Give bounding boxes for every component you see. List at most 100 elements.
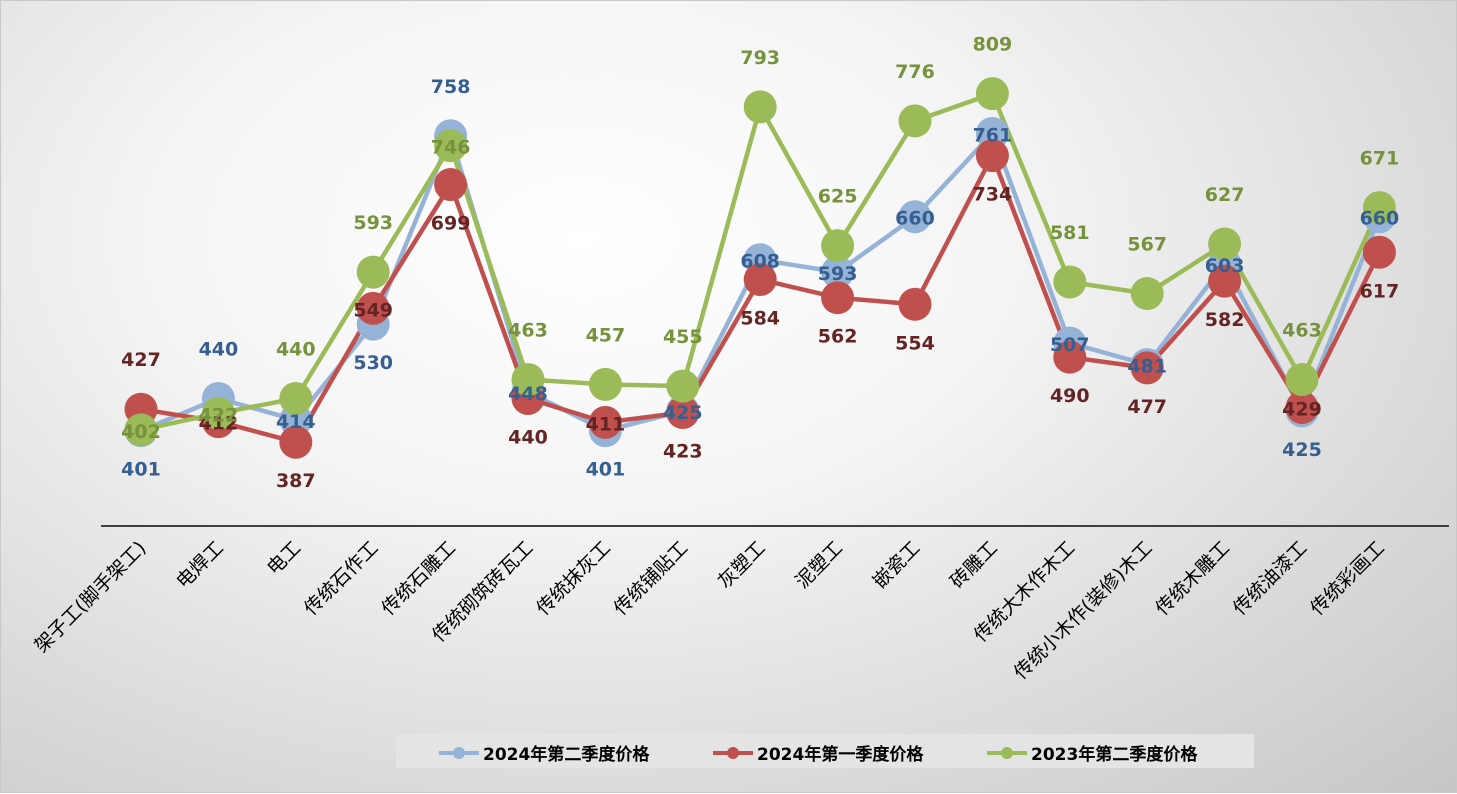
- data-point-s0-9: [821, 255, 855, 289]
- data-point-s2-8: [743, 90, 777, 124]
- data-label-s0-15: 425: [1282, 439, 1322, 461]
- data-point-s2-5: [511, 362, 545, 396]
- data-label-s0-13: 481: [1127, 356, 1167, 378]
- data-point-s1-11: [975, 139, 1009, 173]
- data-label-s2-11: 809: [973, 34, 1013, 56]
- data-label-s0-8: 608: [740, 251, 780, 273]
- data-label-s2-7: 455: [663, 326, 703, 348]
- data-label-s2-15: 463: [1282, 319, 1322, 341]
- data-label-s1-2: 387: [276, 470, 316, 492]
- x-tick-label-3: 传统石作工: [300, 537, 383, 620]
- data-label-s1-9: 562: [818, 326, 858, 348]
- data-label-s1-11: 734: [973, 184, 1013, 206]
- data-label-s1-8: 584: [740, 308, 780, 330]
- data-label-s0-11: 761: [973, 124, 1013, 146]
- data-label-s1-12: 490: [1050, 385, 1090, 407]
- legend-box: [396, 734, 1254, 768]
- data-label-s1-16: 617: [1360, 280, 1400, 302]
- data-label-s0-0: 401: [121, 459, 161, 481]
- x-tick-label-2: 电工: [263, 537, 305, 579]
- data-point-s2-0: [124, 413, 158, 447]
- x-tick-label-16: 传统彩画工: [1306, 537, 1389, 620]
- data-label-s2-6: 457: [586, 324, 626, 346]
- data-label-s0-4: 758: [431, 76, 471, 98]
- data-label-s0-5: 448: [508, 383, 548, 405]
- data-label-s2-3: 593: [353, 212, 393, 234]
- data-label-s0-2: 414: [276, 411, 316, 433]
- data-point-s1-16: [1362, 235, 1396, 269]
- data-point-s2-15: [1285, 362, 1319, 396]
- data-label-s0-1: 440: [199, 338, 239, 360]
- x-tick-label-0: 架子工(脚手架工): [30, 537, 150, 657]
- data-point-s2-3: [356, 255, 390, 289]
- x-tick-label-15: 传统油漆工: [1229, 537, 1312, 620]
- data-label-s0-7: 425: [663, 402, 703, 424]
- data-label-s1-4: 699: [431, 213, 471, 235]
- legend-marker-2: [1001, 747, 1013, 759]
- x-tick-label-1: 电焊工: [172, 537, 228, 593]
- data-label-s2-10: 776: [895, 61, 935, 83]
- data-label-s2-16: 671: [1360, 148, 1400, 170]
- legend-marker-1: [727, 747, 739, 759]
- data-label-s2-14: 627: [1205, 184, 1245, 206]
- data-point-s1-10: [898, 287, 932, 321]
- x-tick-label-6: 传统抹灰工: [532, 537, 615, 620]
- data-label-s0-9: 593: [818, 263, 858, 285]
- data-label-s1-3: 549: [353, 299, 393, 321]
- data-point-s2-6: [588, 367, 622, 401]
- data-point-s2-16: [1362, 191, 1396, 225]
- data-label-s2-0: 402: [121, 421, 161, 443]
- data-label-s1-10: 554: [895, 332, 935, 354]
- data-point-s1-2: [279, 425, 313, 459]
- data-label-s0-12: 507: [1050, 334, 1090, 356]
- data-label-s0-6: 401: [586, 459, 626, 481]
- data-point-s1-3: [356, 291, 390, 325]
- data-point-s1-8: [743, 263, 777, 297]
- legend-marker-0: [453, 747, 465, 759]
- data-point-s1-13: [1130, 351, 1164, 385]
- data-point-s2-10: [898, 104, 932, 138]
- x-tick-label-7: 传统铺贴工: [610, 537, 693, 620]
- data-label-s2-4: 746: [431, 137, 471, 159]
- x-tick-label-14: 传统木雕工: [1151, 537, 1234, 620]
- data-point-s2-2: [279, 381, 313, 415]
- data-point-s2-7: [666, 369, 700, 403]
- x-tick-label-4: 传统石雕工: [377, 537, 460, 620]
- data-point-s1-15: [1285, 391, 1319, 425]
- data-point-s0-10: [898, 200, 932, 234]
- data-label-s2-2: 440: [276, 338, 316, 360]
- data-label-s1-0: 427: [121, 349, 161, 371]
- data-label-s1-13: 477: [1127, 396, 1167, 418]
- data-point-s1-14: [1208, 264, 1242, 298]
- data-point-s2-1: [201, 396, 235, 430]
- data-label-s0-3: 530: [353, 352, 393, 374]
- x-tick-label-8: 灰塑工: [714, 537, 770, 593]
- data-label-s2-13: 567: [1127, 234, 1167, 256]
- data-label-s0-14: 603: [1205, 255, 1245, 277]
- x-tick-label-11: 砖雕工: [946, 537, 1002, 593]
- data-label-s1-14: 582: [1205, 309, 1245, 331]
- data-label-s1-1: 412: [199, 413, 239, 435]
- data-point-s2-14: [1208, 227, 1242, 261]
- series-line-1: [140, 153, 1382, 445]
- data-label-s0-16: 660: [1360, 208, 1400, 230]
- data-point-s1-6: [588, 405, 622, 439]
- data-point-s1-7: [666, 396, 700, 430]
- data-label-s0-10: 660: [895, 208, 935, 230]
- data-point-s2-11: [975, 77, 1009, 111]
- data-label-s1-7: 423: [663, 441, 703, 463]
- data-point-s1-12: [1053, 340, 1087, 374]
- data-point-s1-9: [821, 281, 855, 315]
- data-label-s1-6: 411: [586, 413, 626, 435]
- data-label-s2-12: 581: [1050, 222, 1090, 244]
- x-tick-label-13: 传统小木作(装修)木工: [1010, 537, 1157, 684]
- legend-label-1: 2024年第一季度价格: [757, 744, 924, 765]
- x-tick-label-9: 泥塑工: [791, 537, 847, 593]
- x-tick-label-10: 嵌瓷工: [869, 537, 925, 593]
- data-point-s2-13: [1130, 277, 1164, 311]
- legend-label-2: 2023年第二季度价格: [1031, 744, 1198, 765]
- legend-label-0: 2024年第二季度价格: [483, 744, 650, 765]
- data-label-s2-9: 625: [818, 186, 858, 208]
